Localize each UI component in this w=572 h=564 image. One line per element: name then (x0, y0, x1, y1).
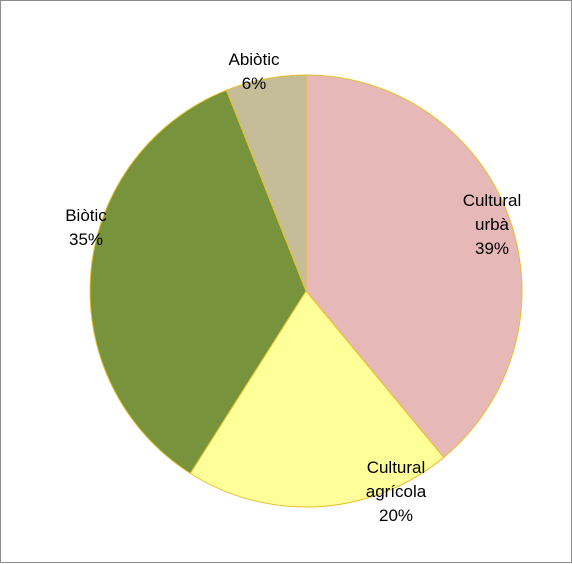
slice-percent-3: 6% (242, 74, 267, 93)
slice-percent-1: 20% (379, 506, 413, 525)
slice-category-0-1: urbà (475, 215, 510, 234)
slice-category-3-0: Abiòtic (228, 50, 280, 69)
slice-category-1-0: Cultural (367, 458, 426, 477)
pie-slice-0 (305, 74, 523, 459)
slice-label-0: Cultural urbà 39% (463, 191, 522, 258)
slice-label-3: Abiòtic 6% (228, 50, 280, 93)
slice-category-2-0: Biòtic (65, 206, 107, 225)
pie-slice-3 (225, 74, 307, 292)
pie-slice-2 (89, 89, 307, 475)
pie-labels: Cultural urbà 39% Cultural agrícola 20% Biòtic… (65, 50, 521, 525)
slice-percent-2: 35% (69, 230, 103, 249)
slice-category-1-1: agrícola (366, 482, 427, 501)
slice-category-0-0: Cultural (463, 191, 522, 210)
pie-slice-1 (189, 290, 445, 508)
slice-label-1: Cultural agrícola 20% (366, 458, 427, 525)
slice-percent-0: 39% (475, 239, 509, 258)
pie-slices (89, 74, 523, 508)
slice-label-2: Biòtic 35% (65, 206, 107, 249)
